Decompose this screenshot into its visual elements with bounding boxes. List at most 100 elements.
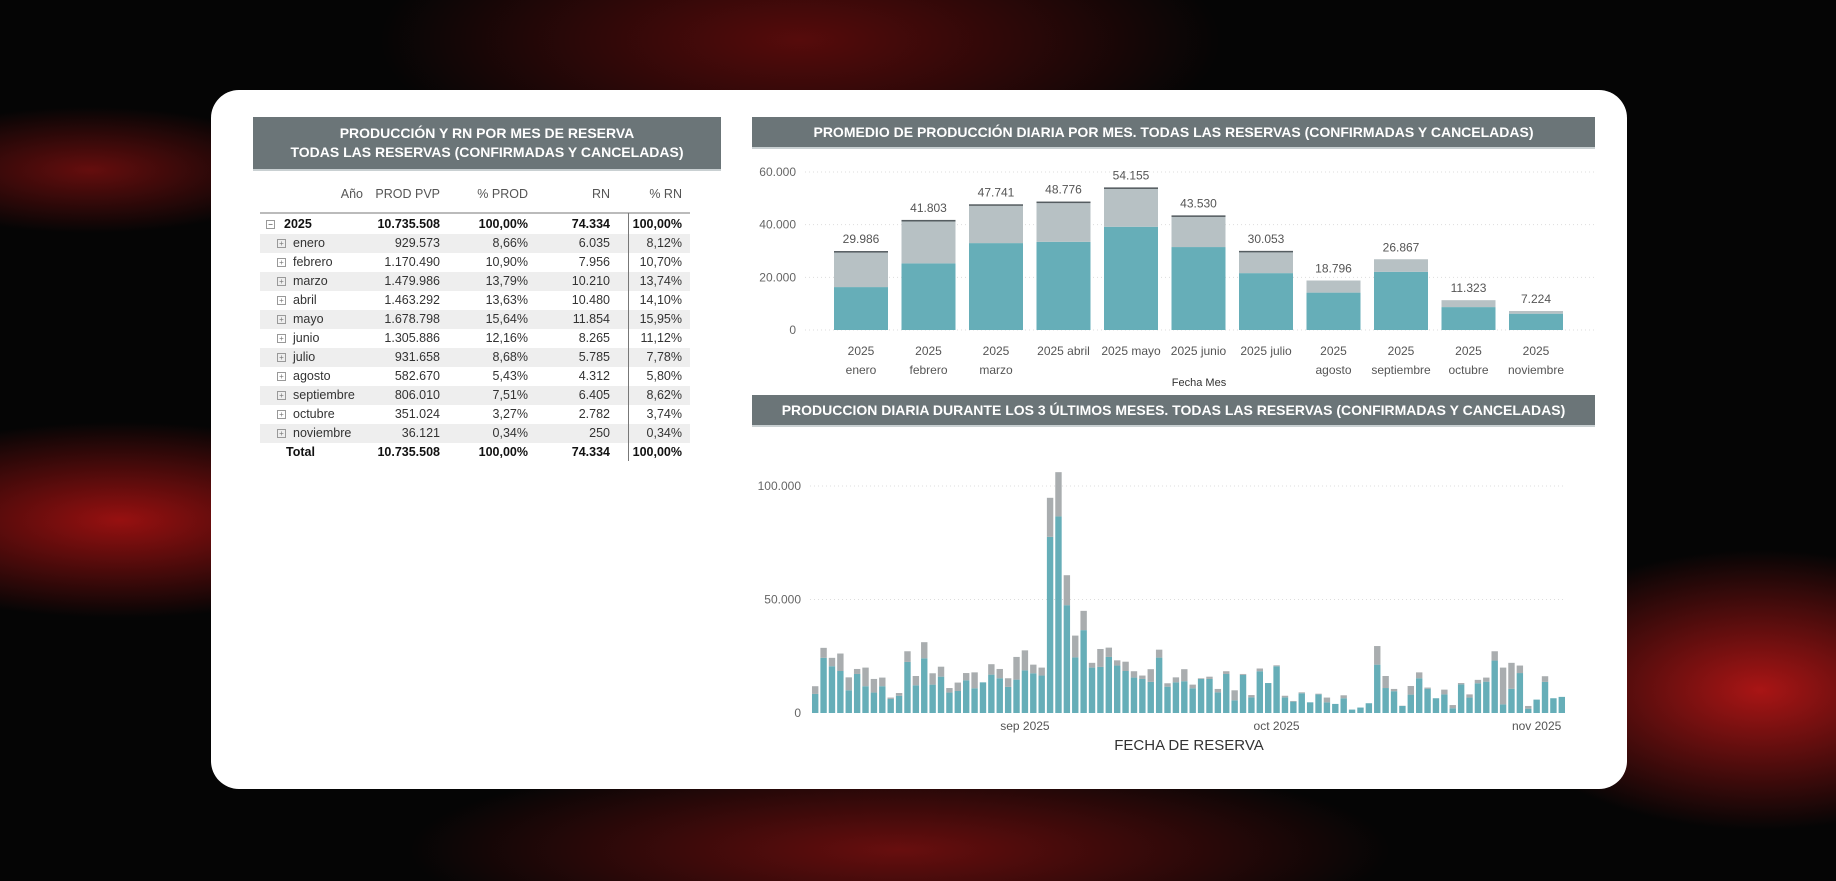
bar-segment xyxy=(1516,673,1524,713)
bar-segment xyxy=(1030,673,1037,713)
y-tick-label: 20.000 xyxy=(759,270,796,284)
cell-prod: 1.170.490 xyxy=(384,255,440,269)
header-divider xyxy=(260,212,690,214)
bar-segment xyxy=(1390,688,1398,692)
bar-segment xyxy=(879,686,886,713)
bar-segment xyxy=(1466,694,1473,698)
column-header-pct-prod[interactable]: % PROD xyxy=(477,187,528,201)
bar-segment xyxy=(1457,683,1465,685)
bar-segment xyxy=(895,695,903,713)
expand-icon[interactable]: + xyxy=(277,353,286,362)
bar-segment xyxy=(1491,660,1498,713)
bar-segment xyxy=(1105,647,1113,657)
bar-segment xyxy=(901,221,956,264)
bar-segment xyxy=(1365,703,1373,713)
bar-segment xyxy=(1206,678,1213,713)
cell-rn: 8.265 xyxy=(578,331,610,345)
bar-segment xyxy=(1189,684,1196,689)
cell-rn: 74.334 xyxy=(571,445,610,459)
bar-segment xyxy=(979,682,987,713)
y-tick-label: 40.000 xyxy=(759,218,796,232)
bar-segment xyxy=(1004,686,1012,713)
bar-segment xyxy=(1072,657,1079,713)
expand-icon[interactable]: + xyxy=(277,410,286,419)
expand-icon[interactable]: + xyxy=(277,258,286,267)
expand-icon[interactable]: + xyxy=(277,277,286,286)
bar-segment xyxy=(1239,673,1247,675)
bar-segment xyxy=(862,686,869,713)
table-header-row: Año PROD PVP % PROD RN % RN xyxy=(260,185,690,204)
bar-segment xyxy=(1189,688,1196,713)
data-label: 43.530 xyxy=(1180,196,1217,210)
row-label: junio xyxy=(293,331,320,345)
bar-segment xyxy=(971,672,978,689)
cell-pct-prod: 7,51% xyxy=(492,388,528,402)
column-header-prod-pvp[interactable]: PROD PVP xyxy=(375,187,440,201)
bar-segment xyxy=(1105,656,1113,713)
x-tick-label: oct 2025 xyxy=(1254,719,1300,733)
column-header-year[interactable]: Año xyxy=(340,187,363,201)
bar-segment xyxy=(853,668,861,674)
bar-segment xyxy=(1172,682,1180,713)
expand-icon[interactable]: + xyxy=(277,239,286,248)
column-header-pct-rn[interactable]: % RN xyxy=(649,187,682,201)
cell-pct-prod: 13,79% xyxy=(485,274,528,288)
cell-pct-rn: 3,74% xyxy=(646,407,682,421)
expand-icon[interactable]: + xyxy=(277,334,286,343)
bar-segment xyxy=(1223,673,1230,713)
bar-segment xyxy=(969,204,1023,206)
cell-prod: 931.658 xyxy=(394,350,440,364)
expand-icon[interactable]: + xyxy=(277,372,286,381)
x-tick-label: agosto xyxy=(1315,363,1351,377)
bar-segment xyxy=(1441,300,1496,308)
x-tick-label: marzo xyxy=(979,363,1013,377)
bar-segment xyxy=(1097,666,1104,713)
bar-segment xyxy=(1038,667,1045,676)
bar-segment xyxy=(1449,708,1456,713)
collapse-icon[interactable]: − xyxy=(266,220,275,229)
bar-segment xyxy=(870,678,878,693)
cell-pct-prod: 12,16% xyxy=(485,331,528,345)
bar-segment xyxy=(904,651,911,662)
bar-segment xyxy=(1499,704,1507,713)
bar-segment xyxy=(1072,635,1079,658)
column-divider xyxy=(628,213,629,461)
bar-segment xyxy=(1483,681,1490,713)
bar-segment xyxy=(853,673,861,713)
daily-bar-chart: 0 50.000 100.000 sep 2025 oct 2025 nov 2025 xyxy=(758,472,1566,733)
bar-segment xyxy=(929,673,936,685)
data-label: 29.986 xyxy=(843,232,880,246)
row-label: noviembre xyxy=(293,426,352,440)
bar-segment xyxy=(1424,687,1431,689)
bar-segment xyxy=(1281,695,1289,698)
expand-icon[interactable]: + xyxy=(277,429,286,438)
bar-segment xyxy=(1508,662,1515,689)
bar-segment xyxy=(1113,660,1121,666)
bar-segment xyxy=(1390,691,1398,713)
bar-segment xyxy=(1558,696,1566,713)
expand-icon[interactable]: + xyxy=(277,315,286,324)
bar-segment xyxy=(1055,472,1062,517)
cell-pct-prod: 15,64% xyxy=(485,312,528,326)
x-tick-label: nov 2025 xyxy=(1512,719,1562,733)
monthly-bar-chart: 0 20.000 40.000 60.000 29.986 2025 enero 41.803… xyxy=(759,165,1595,377)
column-header-rn[interactable]: RN xyxy=(591,187,610,201)
bar-segment xyxy=(1449,705,1456,709)
bar-segment xyxy=(1407,685,1415,695)
bar-segment xyxy=(1525,705,1532,709)
bar-segment xyxy=(929,684,936,713)
bar-segment xyxy=(1491,651,1498,661)
x-tick-label: octubre xyxy=(1448,363,1488,377)
bar-segment xyxy=(996,668,1003,679)
bar-segment xyxy=(1104,226,1158,330)
expand-icon[interactable]: + xyxy=(277,391,286,400)
cell-prod: 10.735.508 xyxy=(377,217,440,231)
bar-segment xyxy=(1214,688,1222,693)
cell-pct-prod: 5,43% xyxy=(492,369,528,383)
row-label: febrero xyxy=(293,255,333,269)
expand-icon[interactable]: + xyxy=(277,296,286,305)
bar-segment xyxy=(1374,664,1381,713)
bar-segment xyxy=(1013,656,1020,680)
bar-segment xyxy=(837,653,844,672)
bar-segment xyxy=(1357,707,1364,713)
